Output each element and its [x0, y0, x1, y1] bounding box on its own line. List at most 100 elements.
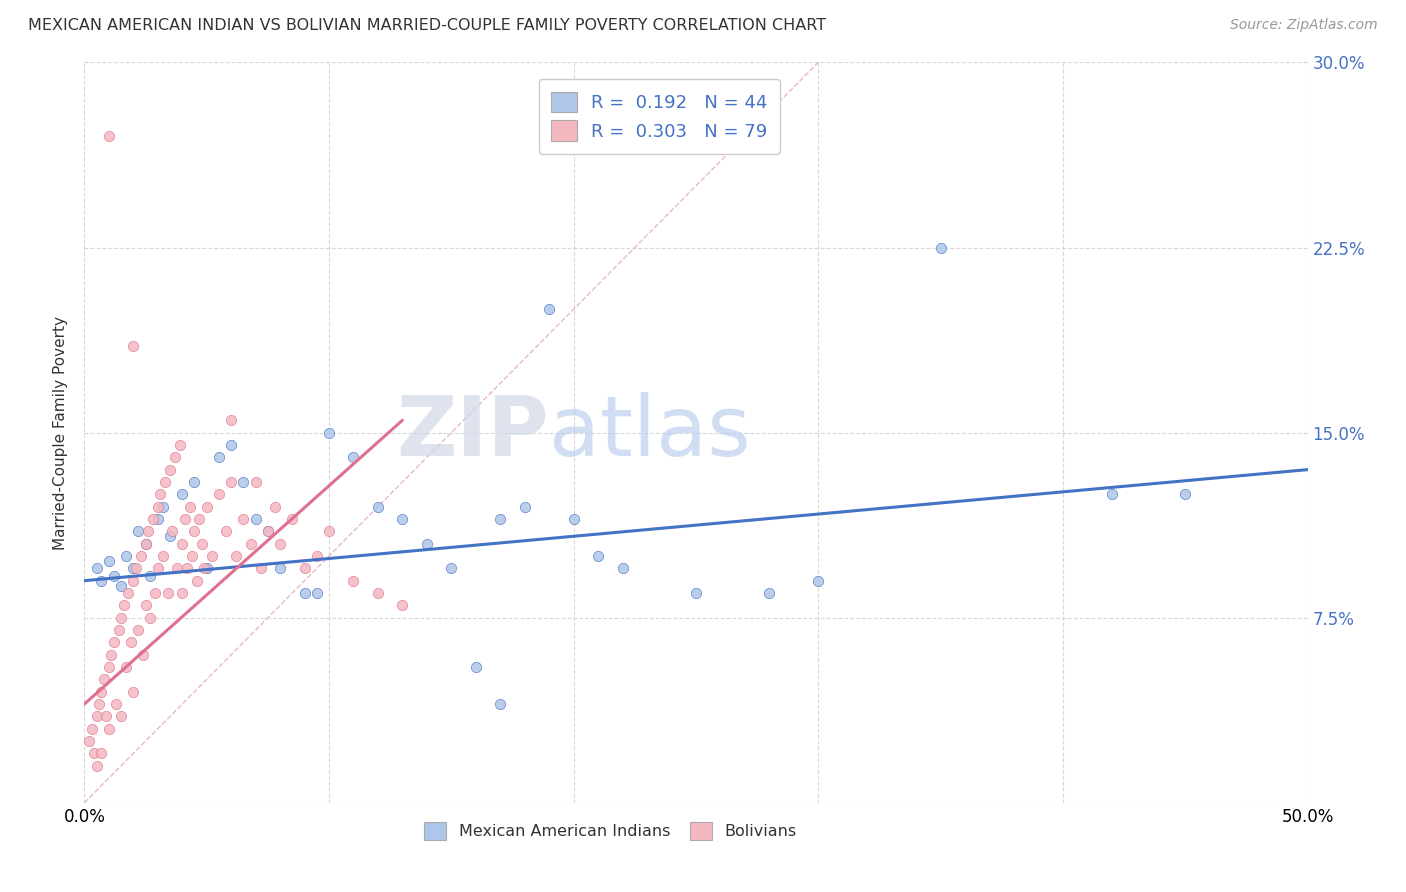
Point — [176, 561, 198, 575]
Point — [245, 475, 267, 489]
Point — [80, 722, 103, 736]
Point — [239, 536, 262, 550]
Point — [135, 536, 157, 550]
Point — [225, 549, 247, 563]
Point — [172, 536, 194, 550]
Point — [489, 697, 512, 711]
Point — [342, 450, 364, 465]
Point — [97, 554, 120, 568]
Point — [172, 586, 194, 600]
Point — [440, 561, 463, 575]
Point — [110, 610, 132, 624]
Point — [166, 561, 188, 575]
Point — [122, 574, 145, 588]
Point — [318, 425, 340, 440]
Point — [612, 561, 634, 575]
Point — [294, 561, 316, 575]
Point — [83, 747, 105, 761]
Point — [159, 462, 181, 476]
Point — [90, 574, 112, 588]
Legend: Mexican American Indians, Bolivians: Mexican American Indians, Bolivians — [418, 815, 803, 847]
Text: ZIP: ZIP — [396, 392, 550, 473]
Point — [807, 574, 830, 588]
Point — [188, 512, 211, 526]
Point — [93, 673, 115, 687]
Point — [143, 586, 166, 600]
Point — [305, 586, 328, 600]
Point — [105, 697, 128, 711]
Point — [464, 660, 486, 674]
Point — [97, 722, 120, 736]
Point — [208, 487, 231, 501]
Point — [219, 413, 242, 427]
Point — [191, 536, 214, 550]
Point — [86, 709, 108, 723]
Point — [269, 536, 291, 550]
Point — [305, 549, 328, 563]
Point — [127, 623, 149, 637]
Point — [183, 475, 205, 489]
Text: Source: ZipAtlas.com: Source: ZipAtlas.com — [1230, 18, 1378, 32]
Point — [200, 549, 222, 563]
Point — [103, 635, 125, 649]
Point — [245, 512, 267, 526]
Point — [416, 536, 439, 550]
Point — [96, 709, 118, 723]
Point — [257, 524, 280, 539]
Point — [219, 438, 242, 452]
Point — [264, 500, 287, 514]
Point — [136, 524, 159, 539]
Point — [281, 512, 304, 526]
Point — [1101, 487, 1123, 501]
Point — [97, 129, 120, 144]
Point — [142, 512, 165, 526]
Point — [86, 561, 108, 575]
Point — [758, 586, 780, 600]
Point — [135, 536, 157, 550]
Point — [269, 561, 291, 575]
Point — [152, 549, 174, 563]
Point — [112, 599, 135, 613]
Point — [153, 475, 176, 489]
Point — [181, 549, 204, 563]
Point — [97, 660, 120, 674]
Point — [169, 438, 191, 452]
Point — [87, 697, 110, 711]
Point — [90, 685, 112, 699]
Point — [115, 660, 138, 674]
Point — [139, 610, 162, 624]
Point — [110, 579, 132, 593]
Point — [179, 500, 201, 514]
Point — [538, 302, 561, 317]
Point — [219, 475, 242, 489]
Point — [120, 635, 142, 649]
Point — [146, 512, 169, 526]
Point — [367, 500, 389, 514]
Text: MEXICAN AMERICAN INDIAN VS BOLIVIAN MARRIED-COUPLE FAMILY POVERTY CORRELATION CH: MEXICAN AMERICAN INDIAN VS BOLIVIAN MARR… — [28, 18, 827, 33]
Point — [208, 450, 231, 465]
Point — [172, 487, 194, 501]
Point — [685, 586, 707, 600]
Point — [294, 586, 316, 600]
Point — [1174, 487, 1197, 501]
Point — [162, 524, 184, 539]
Point — [232, 475, 254, 489]
Point — [391, 512, 413, 526]
Y-axis label: Married-Couple Family Poverty: Married-Couple Family Poverty — [53, 316, 69, 549]
Point — [135, 599, 157, 613]
Point — [149, 487, 172, 501]
Point — [132, 648, 155, 662]
Point — [215, 524, 238, 539]
Point — [159, 529, 181, 543]
Point — [146, 500, 169, 514]
Point — [195, 561, 218, 575]
Point — [86, 758, 108, 772]
Point — [586, 549, 609, 563]
Point — [100, 648, 122, 662]
Point — [117, 586, 139, 600]
Point — [110, 709, 132, 723]
Point — [163, 450, 186, 465]
Point — [122, 561, 145, 575]
Point — [489, 512, 512, 526]
Point — [122, 339, 145, 353]
